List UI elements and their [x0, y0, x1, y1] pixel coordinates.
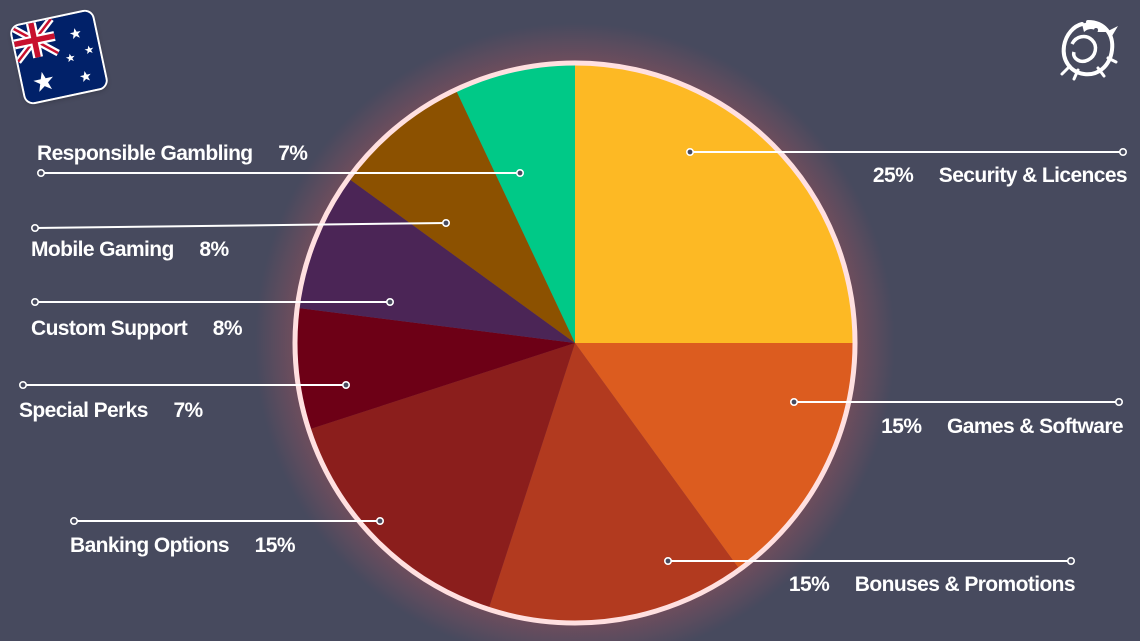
- pie-slice-0: [575, 65, 853, 343]
- slice-name-4: Special Perks: [19, 399, 148, 422]
- slice-name-5: Custom Support: [31, 317, 188, 340]
- leader-dot-inner-0: [685, 148, 694, 157]
- leader-dot-outer-6: [30, 224, 39, 233]
- slice-percent-6: 8%: [199, 238, 229, 261]
- leader-dot-outer-4: [18, 380, 27, 389]
- leader-dot-inner-7: [515, 169, 524, 178]
- slice-label-4: Special Perks 7%: [19, 399, 204, 422]
- slice-name-2: Bonuses & Promotions: [855, 573, 1075, 596]
- leader-dot-outer-2: [1067, 556, 1076, 565]
- leader-dot-inner-1: [789, 397, 798, 406]
- leader-dot-outer-0: [1119, 148, 1128, 157]
- pie-slice-7: [456, 65, 575, 343]
- dragon-logo-icon: [1052, 16, 1124, 82]
- leader-dot-inner-4: [341, 380, 350, 389]
- leader-dot-outer-3: [70, 516, 79, 525]
- slice-name-7: Responsible Gambling: [37, 142, 253, 165]
- slice-percent-2: 15%: [789, 573, 830, 596]
- leader-dot-inner-5: [385, 297, 394, 306]
- leader-dot-outer-1: [1115, 397, 1124, 406]
- leader-dot-outer-5: [30, 297, 39, 306]
- leader-dot-inner-6: [441, 219, 450, 228]
- pie-slice-1: [575, 343, 853, 568]
- slice-label-3: Banking Options 15%: [70, 534, 296, 557]
- pie-border: [292, 60, 858, 626]
- slice-label-2: 15% Bonuses & Promotions: [789, 573, 1075, 596]
- leader-line-6: [34, 222, 447, 229]
- australia-flag-icon: [10, 10, 108, 104]
- slice-percent-5: 8%: [213, 317, 243, 340]
- slice-label-7: Responsible Gambling 7%: [37, 142, 308, 165]
- pie-slice-6: [350, 91, 575, 344]
- slice-label-1: 15% Games & Software: [881, 415, 1123, 438]
- slice-name-3: Banking Options: [70, 534, 229, 557]
- slice-label-5: Custom Support 8%: [31, 317, 243, 340]
- slice-percent-1: 15%: [881, 415, 922, 438]
- slice-percent-0: 25%: [873, 164, 914, 187]
- slice-label-6: Mobile Gaming 8%: [31, 238, 229, 261]
- pie-slice-3: [310, 343, 575, 608]
- slice-name-0: Security & Licences: [939, 164, 1127, 187]
- leader-dot-outer-7: [36, 169, 45, 178]
- slice-percent-7: 7%: [278, 142, 308, 165]
- leader-dot-inner-3: [375, 516, 384, 525]
- slice-percent-3: 15%: [255, 534, 296, 557]
- slice-percent-4: 7%: [173, 399, 203, 422]
- slice-name-6: Mobile Gaming: [31, 238, 174, 261]
- pie-slice-2: [489, 343, 739, 621]
- slice-name-1: Games & Software: [947, 415, 1123, 438]
- slice-label-0: 25% Security & Licences: [873, 164, 1127, 187]
- leader-dot-inner-2: [663, 556, 672, 565]
- pie-slice-4: [296, 308, 575, 429]
